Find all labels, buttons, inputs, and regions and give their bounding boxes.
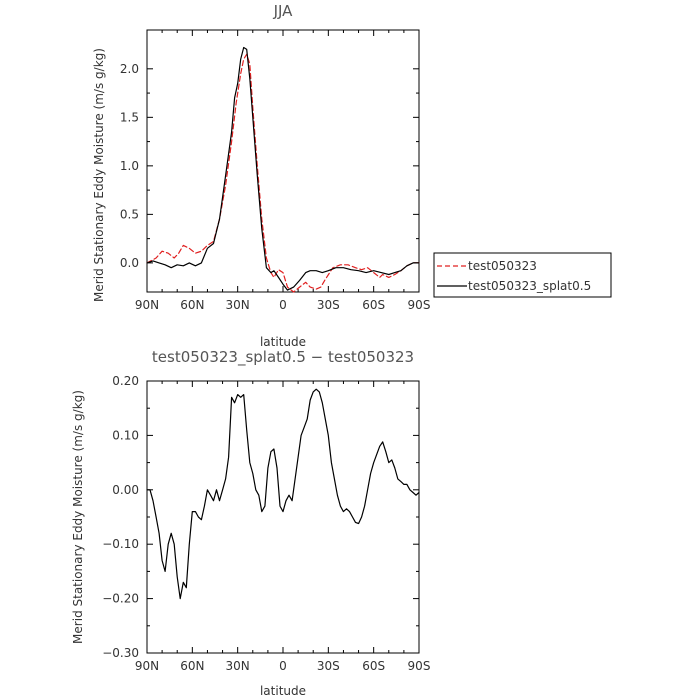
bottom-y-tick-label: −0.30: [102, 646, 139, 660]
top-x-tick-label: 30S: [317, 298, 340, 312]
top-x-tick-label: 0: [279, 298, 287, 312]
top-y-ticks: 0.0 0.5 1.0 1.5 2.0: [120, 62, 419, 270]
bottom-y-ticks: −0.30 −0.20 −0.10 0.00 0.10 0.20: [102, 374, 419, 660]
top-x-tick-label: 30N: [226, 298, 250, 312]
bottom-x-tick-label: 30S: [317, 659, 340, 673]
bottom-y-tick-label: −0.20: [102, 592, 139, 606]
top-plot-frame: [146, 29, 420, 293]
top-series-line-1: [146, 46, 420, 291]
top-x-tick-label: 60N: [180, 298, 204, 312]
bottom-y-tick-label: 0.10: [112, 428, 139, 442]
top-x-tick-label: 60S: [362, 298, 385, 312]
bottom-x-tick-label: 30N: [226, 659, 250, 673]
top-y-tick-label: 0.0: [120, 256, 139, 270]
legend-box: [433, 252, 612, 298]
bottom-title: test050323_splat0.5 − test050323: [152, 348, 414, 367]
top-y-tick-label: 0.5: [120, 207, 139, 221]
top-x-axis-label: latitude: [260, 335, 306, 349]
bottom-y-tick-label: 0.00: [112, 483, 139, 497]
bottom-y-tick-label: 0.20: [112, 374, 139, 388]
legend: test050323 test050323_splat0.5: [433, 252, 612, 298]
top-y-tick-label: 1.0: [120, 159, 139, 173]
top-x-tick-label: 90N: [135, 298, 159, 312]
bottom-x-axis-label: latitude: [260, 684, 306, 698]
top-y-axis-label: Merid Stationary Eddy Moisture (m/s g/kg…: [92, 48, 106, 302]
bottom-x-tick-label: 90S: [408, 659, 431, 673]
panel-top: JJA 90N 60N 30N 0 30S 60S 90S 0.00.51.01.52.0 …: [92, 2, 430, 349]
legend-label-test050323-splat0-5: test050323_splat0.5: [468, 279, 591, 293]
bottom-x-tick-label: 60N: [180, 659, 204, 673]
top-series: [146, 46, 420, 293]
top-series-line-0: [146, 53, 420, 293]
legend-label-test050323: test050323: [468, 259, 537, 273]
bottom-plot-frame: [146, 380, 420, 654]
top-title: JJA: [273, 2, 294, 20]
bottom-y-axis-label: Merid Stationary Eddy Moisture (m/s g/kg…: [71, 390, 85, 644]
top-x-tick-label: 90S: [408, 298, 431, 312]
top-x-ticks: 90N 60N 30N 0 30S 60S 90S: [135, 30, 431, 312]
bottom-x-ticks: 90N 60N 30N 0 30S 60S 90S: [135, 381, 431, 673]
bottom-x-tick-label: 60S: [362, 659, 385, 673]
top-y-tick-label: 2.0: [120, 62, 139, 76]
bottom-series-line-0: [146, 388, 420, 600]
bottom-y-tick-label: −0.10: [102, 537, 139, 551]
bottom-x-tick-label: 90N: [135, 659, 159, 673]
bottom-x-tick-label: 0: [279, 659, 287, 673]
bottom-series: [146, 388, 420, 600]
panel-bottom: test050323_splat0.5 − test050323 90N 60N 3…: [71, 348, 430, 698]
top-y-tick-label: 1.5: [120, 110, 139, 124]
